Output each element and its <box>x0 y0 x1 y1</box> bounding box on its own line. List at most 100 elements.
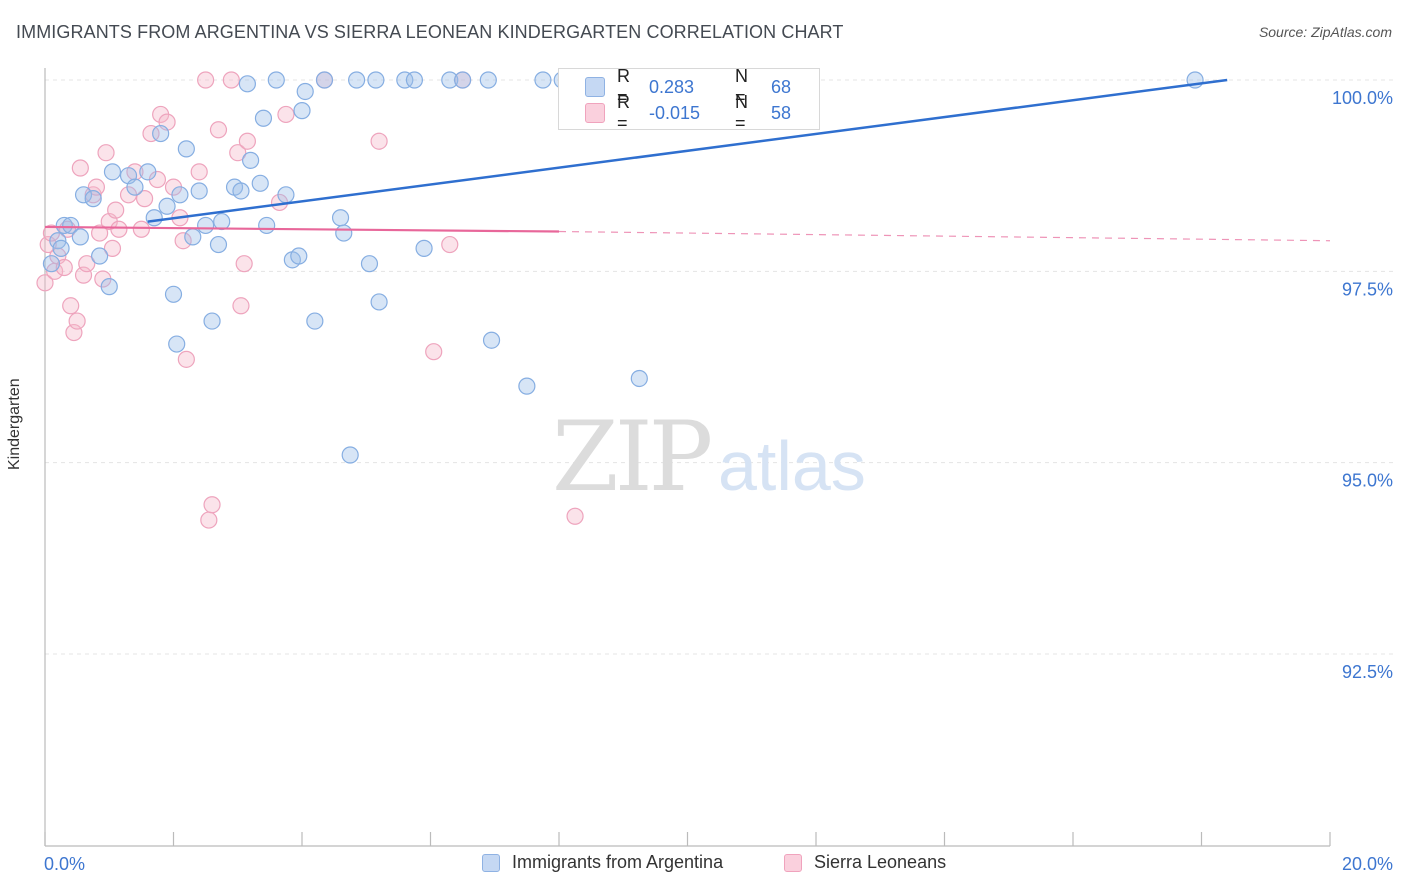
point-argentina <box>534 71 552 89</box>
point-argentina <box>360 255 379 273</box>
point-argentina <box>454 71 472 89</box>
point-argentina <box>306 312 324 330</box>
point-argentina <box>203 312 221 330</box>
point-sierra-leonean <box>222 71 240 89</box>
legend-swatch-argentina <box>585 77 605 97</box>
point-argentina <box>370 293 388 311</box>
point-argentina <box>158 197 176 215</box>
point-argentina <box>251 174 269 192</box>
point-sierra-leonean <box>107 201 125 219</box>
watermark-atlas: atlas <box>718 427 866 505</box>
point-argentina <box>100 278 118 296</box>
series-legend: Immigrants from Argentina Sierra Leonean… <box>0 850 1406 880</box>
y-tick-label: 97.5% <box>1342 279 1393 299</box>
point-sierra-leonean <box>71 159 89 177</box>
point-argentina <box>518 377 536 395</box>
point-argentina <box>479 71 497 89</box>
point-sierra-leonean <box>132 220 150 238</box>
point-sierra-leonean <box>174 232 192 250</box>
point-sierra-leonean <box>68 312 86 330</box>
point-argentina <box>209 235 228 254</box>
point-sierra-leonean <box>235 255 253 273</box>
point-sierra-leonean <box>203 496 221 514</box>
point-argentina <box>258 216 276 235</box>
tick-labels: 100.0% 97.5% 95.0% 92.5% 0.0% 20.0% <box>44 88 1393 874</box>
point-argentina <box>441 71 459 89</box>
point-argentina <box>242 151 260 169</box>
point-argentina <box>171 186 189 204</box>
point-argentina <box>482 331 501 349</box>
point-argentina <box>145 209 163 227</box>
legend-item-argentina[interactable]: Immigrants from Argentina <box>482 852 723 873</box>
point-argentina <box>91 247 109 265</box>
point-argentina <box>396 71 414 89</box>
point-sierra-leonean <box>177 350 195 368</box>
point-sierra-leonean <box>103 239 122 257</box>
legend-r-label: R = <box>617 92 630 133</box>
point-sierra-leonean <box>209 121 228 139</box>
y-tick-label: 92.5% <box>1342 662 1393 682</box>
legend-swatch-sierra-leoneans <box>784 853 802 872</box>
point-sierra-leonean <box>200 511 218 529</box>
point-argentina <box>277 186 295 204</box>
point-argentina <box>290 247 308 265</box>
point-argentina <box>152 124 170 143</box>
x-tick-label: 0.0% <box>44 854 85 874</box>
point-sierra-leonean <box>62 297 80 315</box>
point-argentina <box>405 71 424 89</box>
point-argentina <box>331 209 350 227</box>
point-argentina <box>74 186 93 204</box>
point-argentina <box>55 216 73 235</box>
point-argentina <box>190 182 208 200</box>
legend-label-argentina: Immigrants from Argentina <box>512 852 724 872</box>
point-argentina <box>139 163 157 181</box>
y-tick-label: 100.0% <box>1332 88 1393 108</box>
point-argentina <box>52 239 70 257</box>
trend-line-argentina <box>147 78 1228 223</box>
source-credit: Source: ZipAtlas.com <box>1258 24 1392 40</box>
legend-swatch-sierra-leoneans <box>585 103 605 123</box>
legend-r-label: R = <box>617 66 630 107</box>
point-argentina <box>168 335 186 353</box>
point-sierra-leonean <box>277 105 295 124</box>
point-sierra-leonean <box>36 274 54 292</box>
point-argentina <box>84 190 102 208</box>
legend-r-value: -0.015 <box>649 102 701 123</box>
point-sierra-leonean <box>238 132 256 150</box>
point-argentina <box>197 216 215 235</box>
point-argentina <box>164 285 183 303</box>
series-argentina <box>42 71 1204 464</box>
legend-n-value: 68 <box>771 76 792 97</box>
point-argentina <box>238 75 256 93</box>
watermark-zip: ZIP <box>552 401 711 513</box>
trend-line-sierra-leoneans <box>44 225 560 233</box>
point-sierra-leonean <box>425 343 443 361</box>
point-sierra-leonean <box>78 255 96 273</box>
point-sierra-leonean <box>229 144 247 162</box>
legend-n-value: 58 <box>771 102 792 123</box>
point-argentina <box>315 71 334 89</box>
trend-lines <box>44 78 1331 242</box>
point-argentina <box>254 109 273 127</box>
point-argentina <box>293 102 311 120</box>
point-argentina <box>415 239 433 257</box>
point-sierra-leonean <box>91 224 109 242</box>
point-argentina <box>630 369 648 388</box>
point-sierra-leonean <box>135 190 154 208</box>
point-argentina <box>367 71 385 89</box>
point-sierra-leonean <box>370 132 388 150</box>
chart-title: IMMIGRANTS FROM ARGENTINA VS SIERRA LEON… <box>16 22 844 42</box>
trend-line-sierra-leoneans-extension <box>558 230 1331 242</box>
point-argentina <box>232 182 250 200</box>
axes <box>44 68 1331 847</box>
point-argentina <box>62 216 80 235</box>
legend-item-sierra-leoneans[interactable]: Sierra Leoneans <box>784 852 946 873</box>
correlation-legend: R = 0.283 N = 68 R = -0.015 N = 58 <box>558 66 820 133</box>
point-argentina <box>296 82 314 101</box>
point-argentina <box>126 178 144 196</box>
y-tick-label: 95.0% <box>1342 471 1393 491</box>
point-sierra-leonean <box>142 124 160 143</box>
point-sierra-leonean <box>441 235 459 254</box>
x-tick-label: 20.0% <box>1342 854 1393 874</box>
